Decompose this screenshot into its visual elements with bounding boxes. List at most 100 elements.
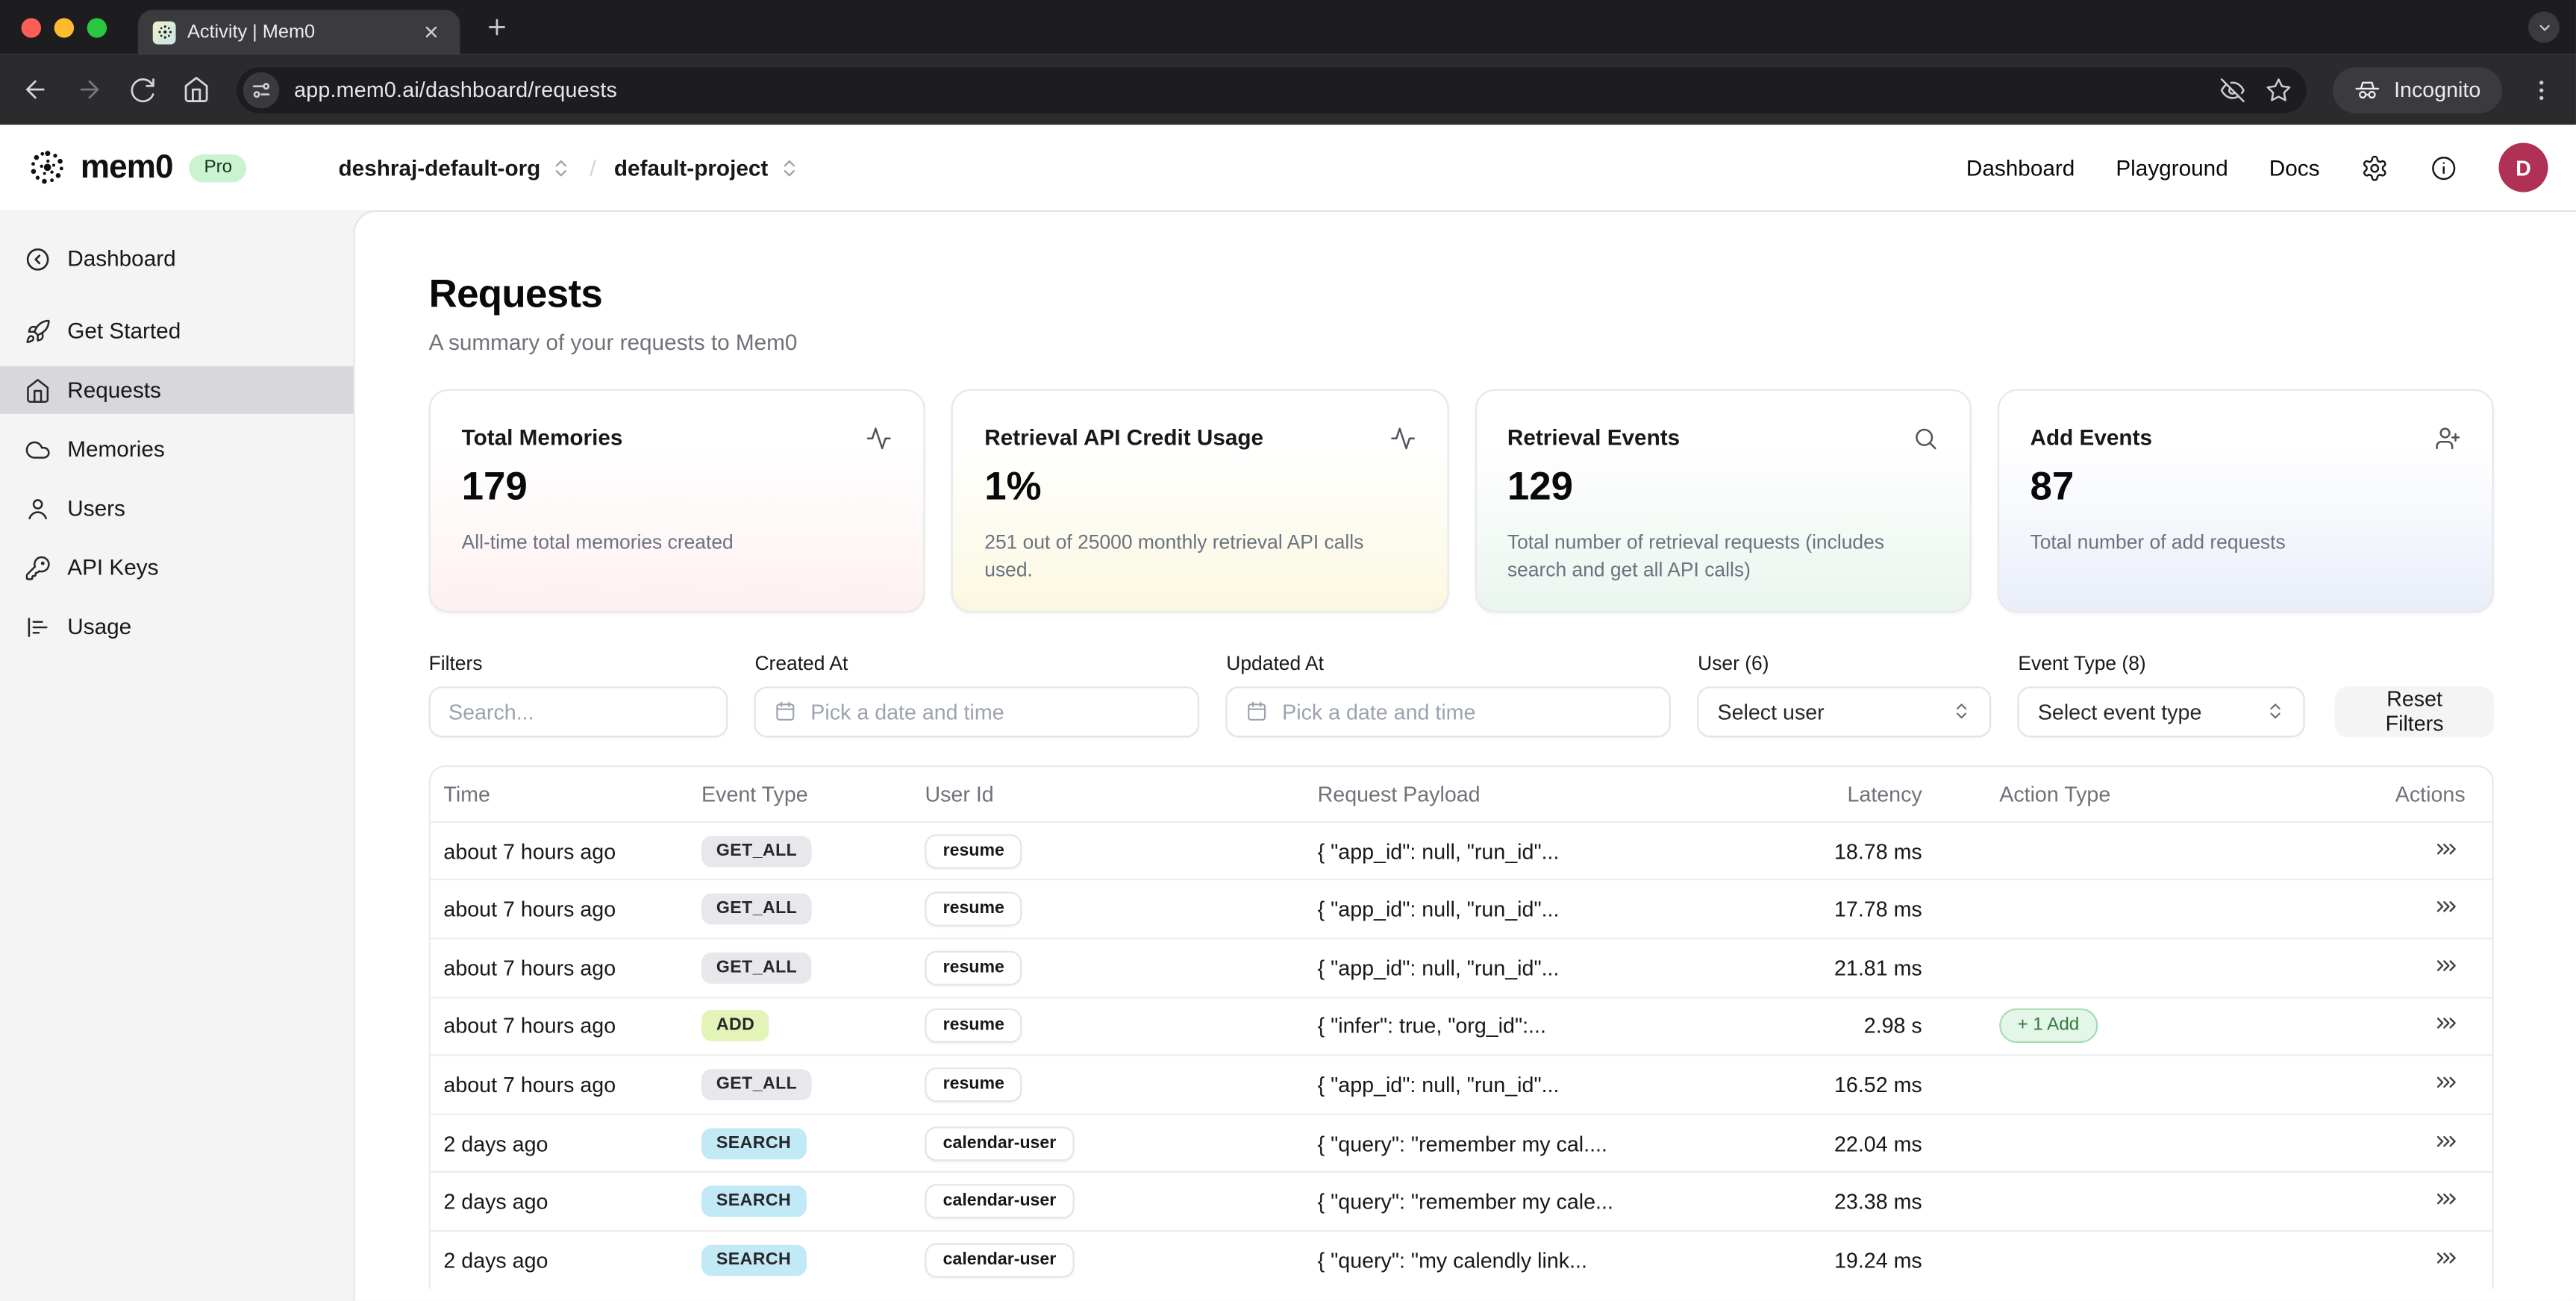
browser-tab-strip: Activity | Mem0 xyxy=(0,0,2576,54)
stat-card-add-events: Add Events 87 Total number of add reques… xyxy=(1997,389,2494,612)
sidebar-item-api-keys[interactable]: API Keys xyxy=(0,544,353,592)
row-actions-icon[interactable] xyxy=(2435,1248,2460,1267)
tab-title: Activity | Mem0 xyxy=(187,22,316,43)
row-time: about 7 hours ago xyxy=(443,897,616,922)
browser-tab[interactable]: Activity | Mem0 xyxy=(137,10,460,54)
row-actions-icon[interactable] xyxy=(2435,838,2460,858)
url-bar[interactable]: app.mem0.ai/dashboard/requests xyxy=(237,66,2307,113)
row-latency: 23.38 ms xyxy=(1834,1189,1922,1214)
row-latency: 18.78 ms xyxy=(1834,838,1922,864)
datepicker-placeholder: Pick a date and time xyxy=(810,699,1004,724)
col-event-type: Event Type xyxy=(701,781,808,806)
home-icon[interactable] xyxy=(182,75,210,103)
user-icon xyxy=(25,495,51,521)
tab-search-button[interactable] xyxy=(2528,11,2560,43)
forward-icon[interactable] xyxy=(75,75,103,103)
sidebar-item-requests[interactable]: Requests xyxy=(0,366,354,414)
event-type-badge: GET_ALL xyxy=(701,894,813,925)
user-id-badge: calendar-user xyxy=(925,1126,1075,1161)
project-name: default-project xyxy=(613,155,769,181)
row-time: about 7 hours ago xyxy=(443,955,616,980)
table-row: about 7 hours ago GET_ALL resume { "app_… xyxy=(430,821,2492,879)
sidebar-item-memories[interactable]: Memories xyxy=(0,425,353,473)
table-row: 2 days ago SEARCH calendar-user { "query… xyxy=(430,1171,2492,1229)
row-actions-icon[interactable] xyxy=(2435,1189,2460,1208)
event-type-select[interactable]: Select event type xyxy=(2018,686,2306,738)
stat-card-retrieval-credit: Retrieval API Credit Usage 1% 251 out of… xyxy=(951,389,1448,612)
user-select[interactable]: Select user xyxy=(1698,686,1992,738)
reload-icon[interactable] xyxy=(130,76,156,102)
chart-icon xyxy=(25,613,51,639)
row-payload: { "app_id": null, "run_id"... xyxy=(1317,1072,1560,1097)
macos-window-controls[interactable] xyxy=(21,18,107,38)
stat-description: 251 out of 25000 monthly retrieval API c… xyxy=(984,530,1364,581)
back-icon[interactable] xyxy=(22,75,49,103)
logo-text: mem0 xyxy=(80,148,174,185)
col-request-payload: Request Payload xyxy=(1317,781,1481,806)
row-time: 2 days ago xyxy=(443,1189,548,1214)
row-actions-icon[interactable] xyxy=(2435,1131,2460,1150)
nav-docs-link[interactable]: Docs xyxy=(2269,155,2320,181)
minimize-window-button[interactable] xyxy=(54,18,75,38)
close-window-button[interactable] xyxy=(21,18,42,38)
row-time: 2 days ago xyxy=(443,1247,548,1273)
url-text[interactable]: app.mem0.ai/dashboard/requests xyxy=(294,77,618,102)
sidebar-item-users[interactable]: Users xyxy=(0,484,353,532)
row-actions-icon[interactable] xyxy=(2435,897,2460,916)
row-actions-icon[interactable] xyxy=(2435,1014,2460,1033)
settings-gear-icon[interactable] xyxy=(2361,154,2389,181)
mem0-logo[interactable]: mem0 Pro xyxy=(28,148,338,187)
stat-title: Retrieval API Credit Usage xyxy=(984,425,1264,451)
stat-card-retrieval-events: Retrieval Events 129 Total number of ret… xyxy=(1474,389,1972,612)
user-avatar[interactable]: D xyxy=(2498,142,2548,192)
updated-at-datepicker[interactable]: Pick a date and time xyxy=(1226,686,1672,738)
browser-menu-icon[interactable] xyxy=(2528,76,2554,102)
row-actions-icon[interactable] xyxy=(2435,1073,2460,1092)
col-action-type: Action Type xyxy=(1999,781,2111,806)
row-latency: 19.24 ms xyxy=(1834,1247,1922,1273)
event-type-badge: SEARCH xyxy=(701,1244,806,1276)
calendar-icon xyxy=(1246,700,1269,723)
nav-playground-link[interactable]: Playground xyxy=(2116,155,2228,181)
user-id-badge: calendar-user xyxy=(925,1184,1075,1219)
reset-filters-button[interactable]: Reset Filters xyxy=(2335,686,2494,738)
stat-value: 87 xyxy=(2030,464,2075,510)
bookmark-star-icon[interactable] xyxy=(2266,76,2292,102)
page-subtitle: A summary of your requests to Mem0 xyxy=(428,330,798,355)
app-header: mem0 Pro deshraj-default-org / default-p… xyxy=(0,125,2576,210)
row-actions-icon[interactable] xyxy=(2435,956,2460,975)
sidebar-item-get-started[interactable]: Get Started xyxy=(0,307,353,355)
sidebar-item-dashboard[interactable]: Dashboard xyxy=(0,235,353,283)
incognito-badge: Incognito xyxy=(2333,66,2502,113)
tab-close-icon[interactable] xyxy=(422,23,446,41)
sidebar-item-label: Dashboard xyxy=(67,246,176,272)
activity-icon xyxy=(866,425,892,451)
sidebar-item-usage[interactable]: Usage xyxy=(0,603,353,650)
org-selector[interactable]: deshraj-default-org xyxy=(339,155,572,180)
row-latency: 16.52 ms xyxy=(1834,1072,1922,1097)
chevrons-up-down-icon xyxy=(778,157,800,178)
row-latency: 2.98 s xyxy=(1863,1014,1922,1039)
site-settings-icon[interactable] xyxy=(243,71,280,108)
user-plus-icon xyxy=(2435,425,2461,451)
new-tab-button[interactable] xyxy=(484,15,509,40)
search-input[interactable] xyxy=(428,686,729,738)
org-name: deshraj-default-org xyxy=(338,155,541,181)
row-payload: { "infer": true, "org_id":... xyxy=(1317,1014,1546,1039)
row-payload: { "query": "remember my cale... xyxy=(1317,1189,1613,1214)
row-payload: { "app_id": null, "run_id"... xyxy=(1317,838,1560,864)
project-selector[interactable]: default-project xyxy=(614,155,799,180)
stat-title: Total Memories xyxy=(461,425,623,451)
info-icon[interactable] xyxy=(2430,154,2457,181)
created-at-label: Created At xyxy=(754,651,848,675)
nav-dashboard-link[interactable]: Dashboard xyxy=(1966,155,2075,181)
select-value: Select event type xyxy=(2037,699,2202,724)
eye-off-icon[interactable] xyxy=(2220,76,2246,102)
col-actions: Actions xyxy=(2395,781,2466,806)
chevrons-up-down-icon xyxy=(2266,702,2286,721)
chevrons-up-down-icon xyxy=(551,157,572,178)
created-at-datepicker[interactable]: Pick a date and time xyxy=(754,686,1201,738)
zoom-window-button[interactable] xyxy=(87,18,107,38)
sidebar-item-label: Get Started xyxy=(67,319,181,344)
